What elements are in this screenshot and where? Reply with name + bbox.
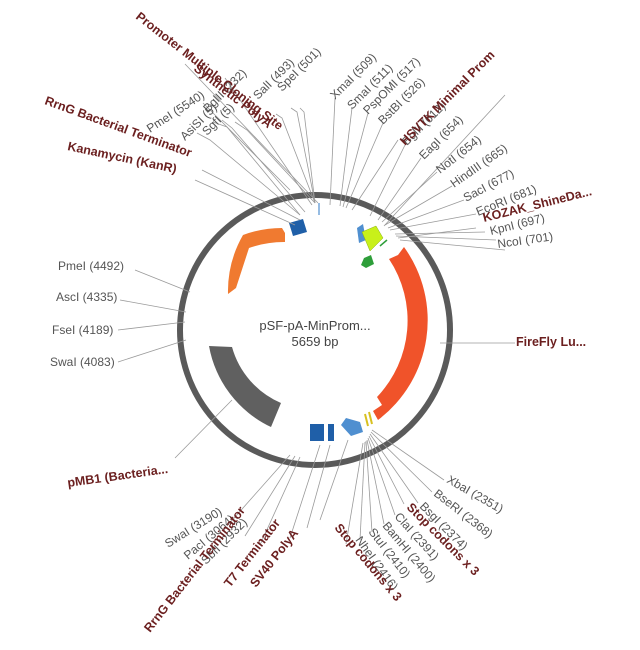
polya-feature[interactable] bbox=[357, 224, 366, 243]
hsvtk-promoter-feature[interactable] bbox=[361, 225, 384, 252]
site-label-fsei[interactable]: FseI (4189) bbox=[52, 323, 113, 337]
plasmid-backbone bbox=[177, 192, 453, 468]
feature-label-pmb1[interactable]: pMB1 (Bacteria... bbox=[66, 462, 168, 490]
stop-codons-feature-1[interactable] bbox=[364, 413, 369, 427]
firefly-luciferase-feature[interactable] bbox=[373, 247, 428, 420]
kozak-tick bbox=[379, 239, 388, 247]
pmb1-origin-feature[interactable] bbox=[209, 346, 281, 427]
rrng-terminator-top-feature[interactable] bbox=[289, 219, 307, 236]
t7-terminator-feature[interactable] bbox=[310, 424, 324, 441]
site-label-swai-4083[interactable]: SwaI (4083) bbox=[50, 355, 115, 369]
rrng-terminator-bottom-feature[interactable] bbox=[328, 424, 334, 441]
site-label-asci[interactable]: AscI (4335) bbox=[56, 290, 117, 304]
sv40-polya-feature[interactable] bbox=[341, 418, 363, 436]
plasmid-name: pSF-pA-MinProm... bbox=[259, 318, 370, 333]
kozak-feature[interactable] bbox=[361, 255, 374, 268]
stop-codons-feature-2[interactable] bbox=[368, 411, 373, 425]
plasmid-size: 5659 bp bbox=[292, 334, 339, 349]
kanamycin-resistance-feature[interactable] bbox=[227, 228, 285, 294]
site-label-pmei-4492[interactable]: PmeI (4492) bbox=[58, 259, 124, 273]
feature-label-firefly[interactable]: FireFly Lu... bbox=[516, 335, 586, 349]
leader-lines bbox=[117, 63, 515, 546]
